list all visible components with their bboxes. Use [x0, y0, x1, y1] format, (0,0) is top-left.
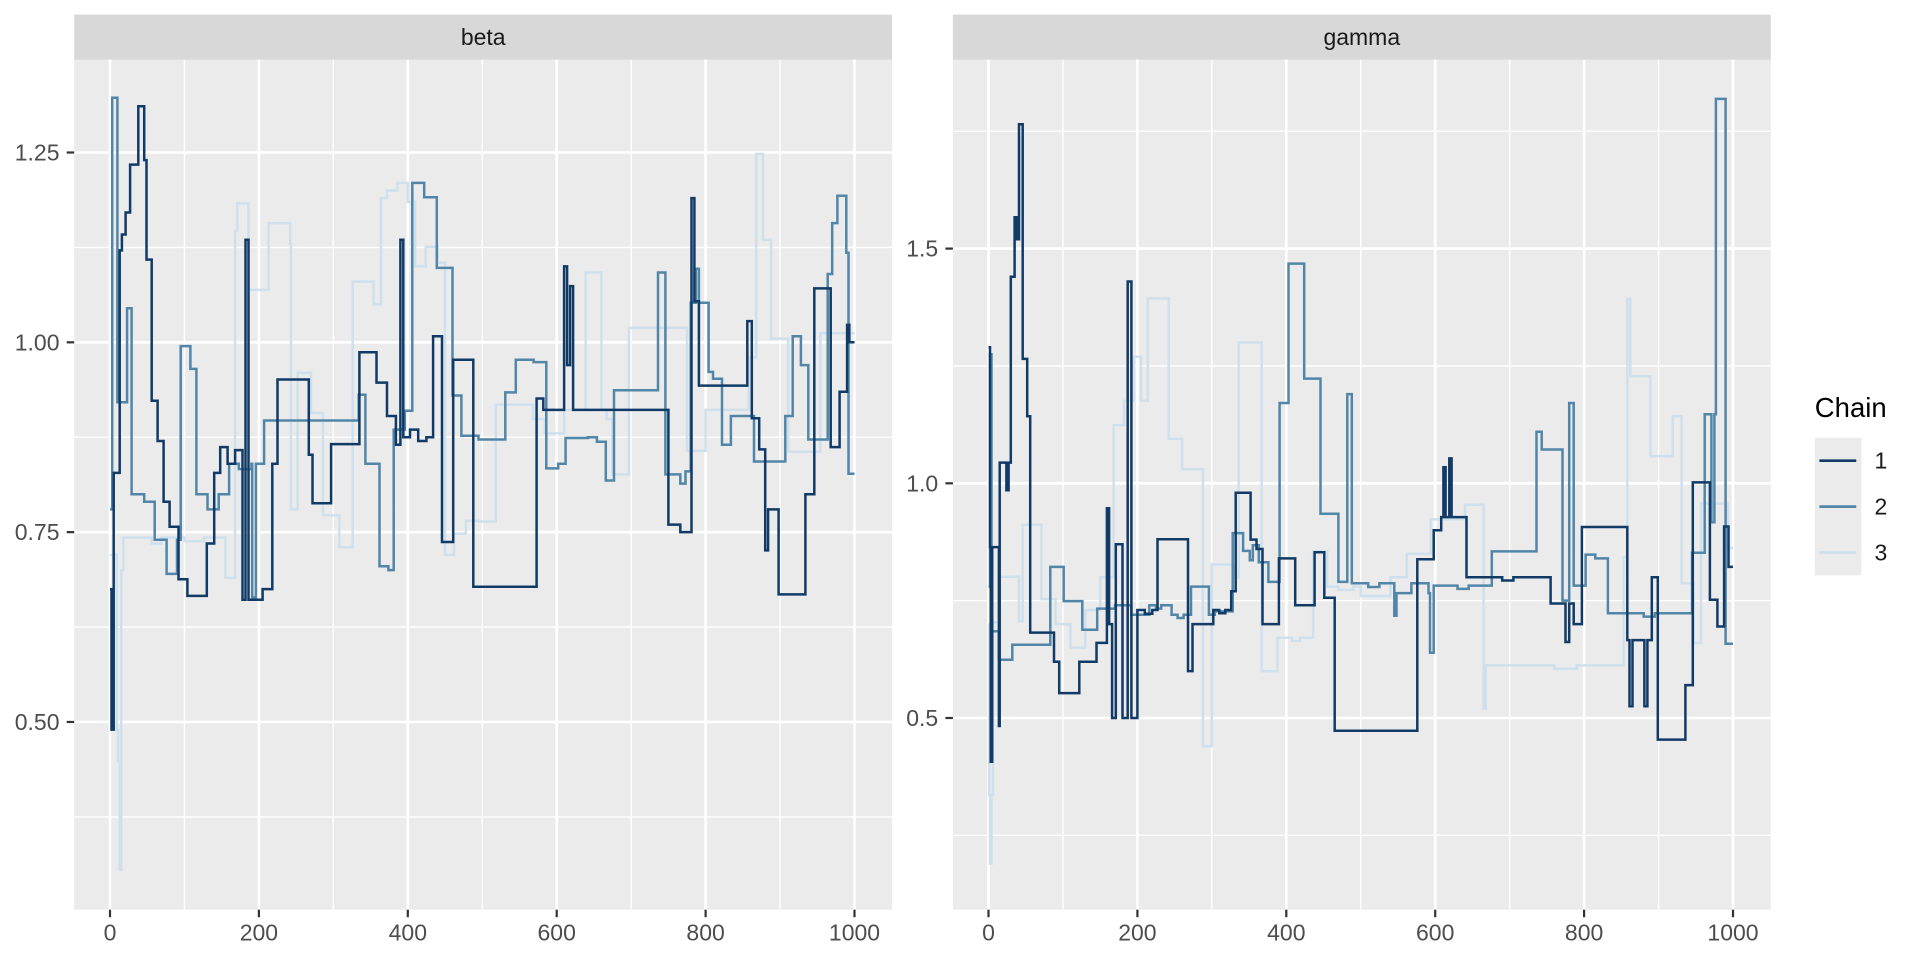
svg-text:gamma: gamma [1323, 24, 1400, 50]
svg-text:0.75: 0.75 [15, 519, 60, 545]
svg-text:600: 600 [538, 920, 576, 946]
svg-text:1.0: 1.0 [906, 470, 938, 496]
svg-text:800: 800 [686, 920, 724, 946]
svg-text:1.25: 1.25 [15, 140, 60, 166]
svg-text:200: 200 [240, 920, 278, 946]
svg-text:400: 400 [1267, 920, 1305, 946]
svg-text:beta: beta [461, 24, 506, 50]
svg-text:600: 600 [1416, 920, 1454, 946]
svg-text:400: 400 [389, 920, 427, 946]
svg-text:1000: 1000 [1707, 920, 1758, 946]
svg-text:0: 0 [982, 920, 995, 946]
svg-text:1.00: 1.00 [15, 329, 60, 355]
svg-text:200: 200 [1118, 920, 1156, 946]
svg-text:800: 800 [1565, 920, 1603, 946]
svg-text:1000: 1000 [829, 920, 880, 946]
svg-text:1.5: 1.5 [906, 236, 938, 262]
svg-text:0.50: 0.50 [15, 709, 60, 735]
svg-text:3: 3 [1875, 540, 1888, 566]
svg-text:0: 0 [104, 920, 117, 946]
svg-text:2: 2 [1875, 494, 1888, 520]
svg-text:Chain: Chain [1815, 392, 1887, 423]
svg-text:1: 1 [1875, 448, 1888, 474]
svg-text:0.5: 0.5 [906, 705, 938, 731]
